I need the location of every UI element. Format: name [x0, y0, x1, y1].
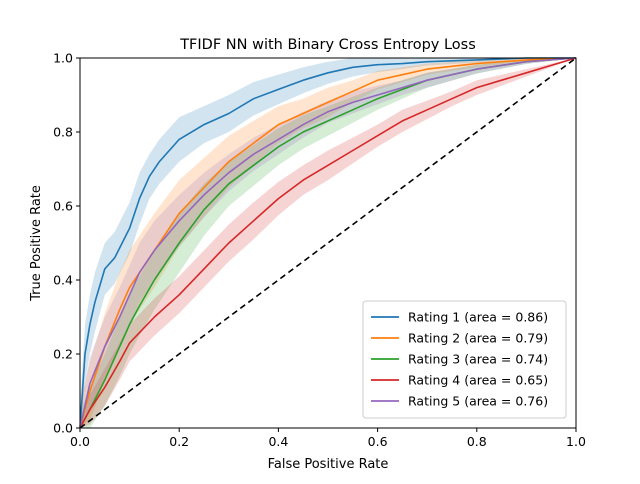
y-tick-label: 0.0 [53, 421, 73, 436]
diagonal-line [79, 57, 577, 429]
y-axis-label: True Positive Rate [29, 185, 44, 302]
x-axis-ticks: 0.0 0.2 0.4 0.6 0.8 1.0 [70, 428, 586, 449]
rating-2-line [79, 57, 577, 429]
x-tick-label: 0.4 [268, 434, 288, 449]
y-tick-label: 1.0 [53, 51, 73, 66]
x-tick-label: 0.8 [467, 434, 487, 449]
legend-box [362, 300, 567, 419]
rating-1-line [79, 57, 576, 429]
y-tick-label: 0.2 [53, 347, 73, 362]
y-tick-label: 0.6 [53, 199, 73, 214]
x-tick-label: 0.2 [169, 434, 189, 449]
rating-4-line [79, 57, 577, 429]
y-tick-label: 0.4 [53, 273, 73, 288]
x-tick-label: 0.6 [368, 434, 388, 449]
rating-5-line [79, 57, 577, 429]
legend-label: Rating 2 (area = 0.79) [408, 331, 548, 346]
roc-curves [79, 57, 577, 429]
chart-title: TFIDF NN with Binary Cross Entropy Loss [179, 37, 476, 53]
y-tick-label: 0.8 [53, 125, 73, 140]
chance-diagonal [79, 57, 577, 429]
legend-label: Rating 3 (area = 0.74) [408, 352, 548, 367]
legend-label: Rating 1 (area = 0.86) [408, 310, 548, 325]
legend-label: Rating 4 (area = 0.65) [408, 373, 548, 388]
x-tick-label: 0.0 [70, 434, 90, 449]
x-tick-label: 1.0 [566, 434, 586, 449]
plot-frame [79, 57, 577, 429]
y-axis-ticks: 0.0 0.2 0.4 0.6 0.8 1.0 [53, 51, 80, 436]
legend-label: Rating 5 (area = 0.76) [408, 394, 548, 409]
x-axis-label: False Positive Rate [268, 457, 389, 472]
legend: Rating 1 (area = 0.86) Rating 2 (area = 0… [362, 300, 567, 419]
